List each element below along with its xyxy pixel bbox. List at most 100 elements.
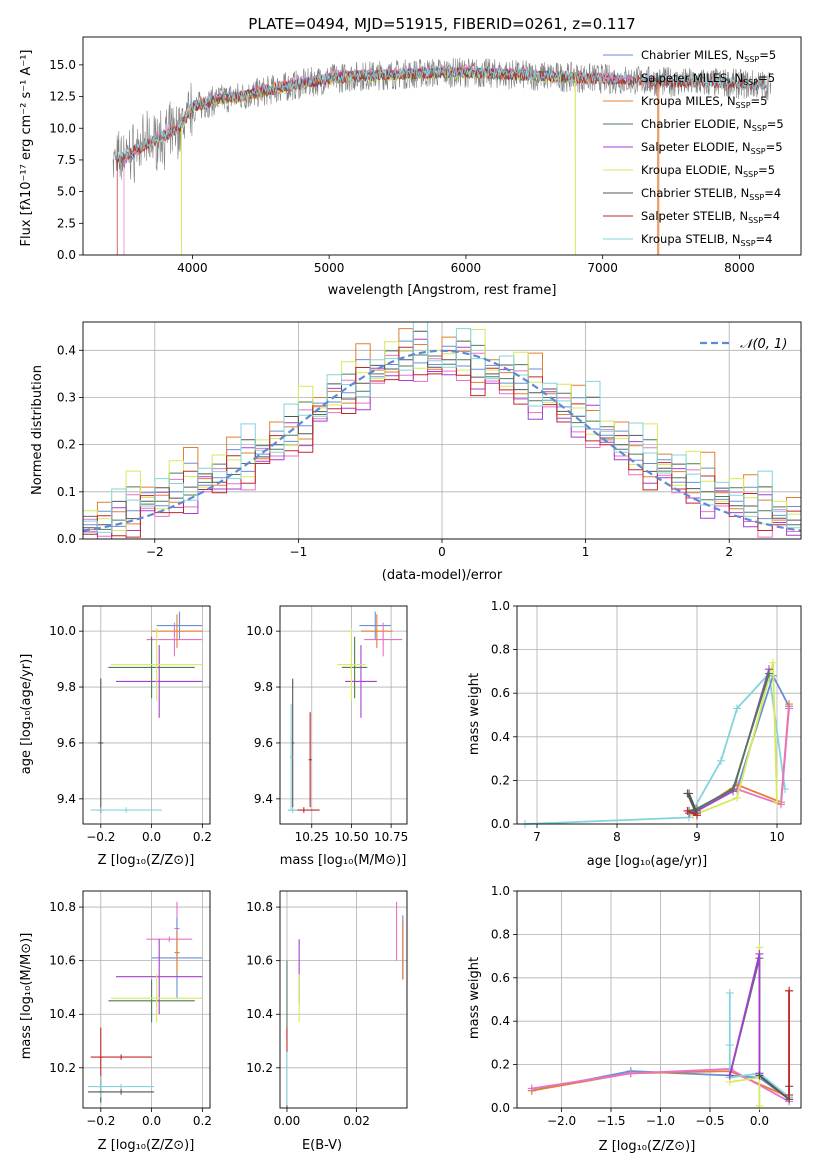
y-tick-label: 0.0 [491,1101,510,1115]
x-tick-label: −0.5 [695,1114,724,1128]
y-tick-label: 10.0 [246,624,273,638]
y-tick-label: 9.4 [254,792,273,806]
residual-histogram-step [83,338,801,539]
x-tick-label: 0.02 [343,1114,370,1128]
age-mass-xlabel: mass [log₁₀(M/M⊙)] [280,853,407,868]
age-z-xlabel: Z [log₁₀(Z/Z⊙)] [98,853,195,868]
mass-weight-line [687,810,698,817]
y-tick-label: 7.5 [57,153,76,167]
errorbar-plot-area [90,611,203,813]
mass-weight-line [728,953,761,1076]
histogram-xlabel: (data-model)/error [382,568,503,583]
y-tick-label: 0.4 [491,730,510,744]
legend-entry: Kroupa ELODIE, NSSP=5 [641,163,775,179]
y-tick-label: 10.8 [49,900,76,914]
x-tick-label: 2 [725,545,733,559]
model-spectrum-line [123,65,658,255]
axes-frame [82,36,802,256]
y-tick-label: 10.2 [246,1061,273,1075]
model-spectrum-line [116,66,767,255]
y-tick-label: 9.6 [254,736,273,750]
axes-frame [279,890,408,1109]
axes-frame [279,605,408,825]
axes-frame [82,605,211,825]
mw-age-ylabel: mass weight [467,673,482,755]
y-tick-label: 10.0 [49,624,76,638]
spectrum-ylabel: Flux [fλ10⁻¹⁷ erg cm⁻² s⁻¹ A⁻¹] [19,50,34,247]
mass-weight-vs-age-panel: age [log₁₀(age/yr)] mass weight 7 8 9 10 0.0… [467,599,802,869]
y-tick-label: 5.0 [57,185,76,199]
legend-entry: Chabrier STELIB, NSSP=4 [641,186,781,202]
y-tick-label: 9.8 [57,680,76,694]
y-tick-label: 0.0 [57,248,76,262]
mass-weight-vs-metallicity-panel: Z [log₁₀(Z/Z⊙)] mass weight −2.0 −1.5 −1.0… [467,884,802,1154]
x-tick-label: −0.2 [86,830,115,844]
y-tick-label: 0.1 [57,485,76,499]
y-tick-label: 10.4 [246,1007,273,1021]
legend-entry: Chabrier ELODIE, NSSP=5 [641,117,784,133]
x-tick-label: 8000 [724,261,755,275]
mass-ebv-xlabel: E(B-V) [302,1138,342,1153]
y-tick-label: 0.2 [491,1058,510,1072]
errorbar-plot-area [287,611,403,813]
legend-entry: Salpeter STELIB, NSSP=4 [641,209,780,225]
age-vs-metallicity-panel: Z [log₁₀(Z/Z⊙)] age [log₁₀(age/yr)] −0.2… [19,605,212,868]
x-tick-label: 7000 [587,261,618,275]
mass-weight-line [688,673,770,812]
x-tick-label: 0.2 [193,1114,212,1128]
y-tick-label: 2.5 [57,216,76,230]
x-tick-label: 0.0 [142,1114,161,1128]
x-tick-label: 10 [769,830,784,844]
y-tick-label: 10.6 [49,954,76,968]
y-tick-label: 0.0 [57,532,76,546]
spectrum-plot-area [112,57,772,255]
y-tick-label: 0.4 [491,1014,510,1028]
mass-weight-line [686,793,698,816]
mass-z-ylabel: mass [log₁₀(M/M⊙)] [19,933,34,1060]
y-tick-label: 9.4 [57,792,76,806]
legend-entry: Salpeter ELODIE, NSSP=5 [641,140,783,156]
y-tick-label: 0.2 [491,773,510,787]
y-tick-label: 0.6 [491,971,510,985]
x-tick-label: −1 [290,545,308,559]
mass-weight-line [692,662,778,817]
y-tick-label: 15.0 [49,58,76,72]
y-tick-label: 10.8 [246,900,273,914]
model-spectrum-line [123,64,658,255]
y-tick-label: 9.6 [57,736,76,750]
spectrum-panel: PLATE=0494, MJD=51915, FIBERID=0261, z=0… [19,15,802,298]
y-tick-label: 0.8 [491,927,510,941]
x-tick-label: 5000 [314,261,345,275]
x-tick-label: −1.5 [596,1114,625,1128]
axes-frame [82,321,802,540]
mass-z-xlabel: Z [log₁₀(Z/Z⊙)] [98,1138,195,1153]
x-tick-label: −0.2 [86,1114,115,1128]
errorbar-plot-area [88,901,203,1103]
mass-weight-line [524,671,786,825]
y-tick-label: 0.8 [491,643,510,657]
x-tick-label: 10.75 [374,830,408,844]
gaussian-legend-label: 𝒩(0, 1) [740,337,787,352]
x-tick-label: 9 [693,830,701,844]
y-tick-label: 9.8 [254,680,273,694]
model-spectrum-line [116,65,767,164]
mw-z-ylabel: mass weight [467,957,482,1039]
residual-histogram-step [83,322,801,533]
y-tick-label: 12.5 [49,90,76,104]
spectrum-xlabel: wavelength [Angstrom, rest frame] [328,283,557,298]
mw-z-xlabel: Z [log₁₀(Z/Z⊙)] [599,1139,696,1154]
axes-frame [516,890,802,1109]
mass-vs-ebv-panel: E(B-V) 0.00 0.02 10.2 10.4 10.6 10.8 [246,890,408,1153]
x-tick-label: 0.0 [142,830,161,844]
age-vs-mass-panel: mass [log₁₀(M/M⊙)] 10.25 10.50 10.75 9.4 9.6… [246,605,408,868]
y-tick-label: 0.6 [491,686,510,700]
legend-entry: Kroupa STELIB, NSSP=4 [641,232,772,248]
y-tick-label: 0.4 [57,343,76,357]
age-z-ylabel: age [log₁₀(age/yr)] [19,654,34,775]
mw-age-xlabel: age [log₁₀(age/yr)] [587,854,708,869]
x-tick-label: 7 [533,830,541,844]
normal-distribution-curve [83,349,801,532]
y-tick-label: 10.4 [49,1007,76,1021]
x-tick-label: −1.0 [646,1114,675,1128]
